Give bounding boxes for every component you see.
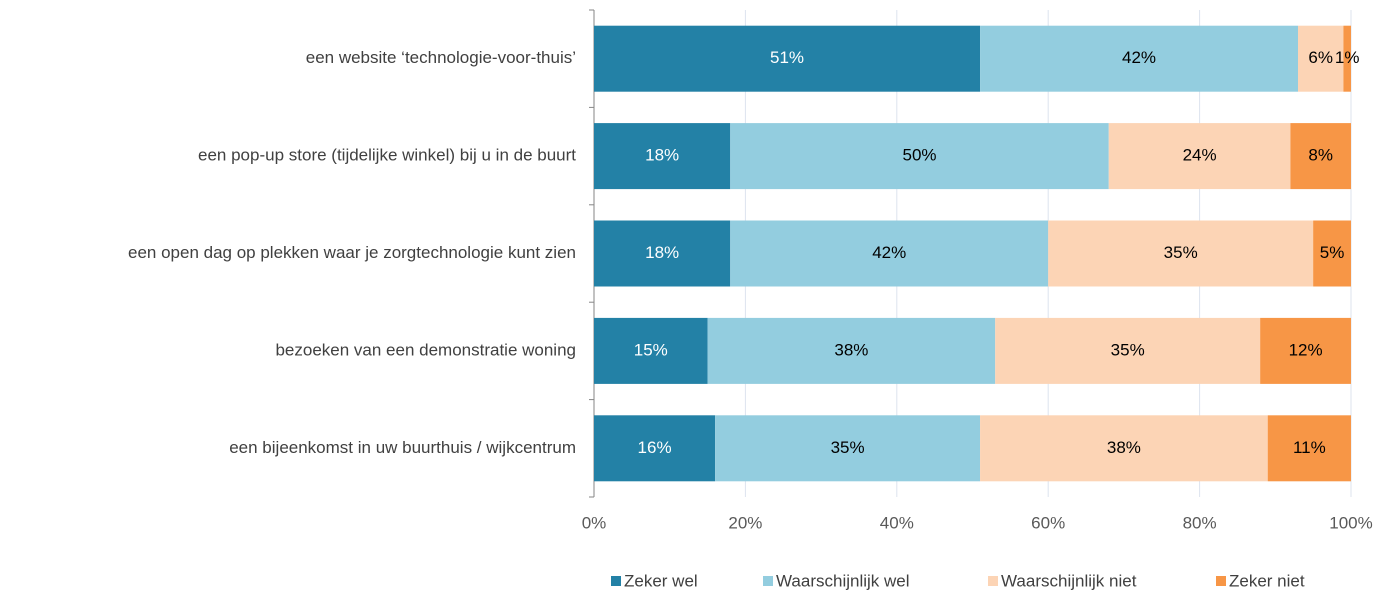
data-label: 11%: [1293, 438, 1326, 457]
bar-segment: [1313, 220, 1351, 287]
bar-segment: [1267, 415, 1351, 482]
bar-segment: [730, 123, 1109, 190]
bar-segment: [1290, 123, 1351, 190]
bar-segment: [730, 220, 1049, 287]
category-label: een website ‘technologie-voor-thuis’: [306, 48, 576, 67]
bar-segment: [715, 415, 981, 482]
data-label: 35%: [1164, 243, 1198, 262]
data-label: 51%: [770, 48, 804, 67]
x-tick-label: 40%: [880, 513, 914, 532]
data-label: 42%: [872, 243, 906, 262]
bar-segment: [1108, 123, 1291, 190]
legend-swatch: [1216, 576, 1226, 586]
bar-segment: [594, 317, 708, 384]
legend-label: Zeker niet: [1229, 571, 1305, 590]
bar-segment: [707, 317, 996, 384]
x-tick-label: 60%: [1031, 513, 1065, 532]
bar-segment: [1298, 25, 1344, 92]
legend-swatch: [611, 576, 621, 586]
data-label: 16%: [638, 438, 672, 457]
bar-segment: [594, 415, 716, 482]
category-label: een bijeenkomst in uw buurthuis / wijkce…: [229, 438, 576, 457]
x-tick-label: 80%: [1183, 513, 1217, 532]
data-label: 42%: [1122, 48, 1156, 67]
bar-segment: [1260, 317, 1351, 384]
data-label: 1%: [1335, 48, 1360, 67]
data-label: 12%: [1289, 340, 1323, 359]
x-tick-label: 20%: [728, 513, 762, 532]
data-label: 38%: [1107, 438, 1141, 457]
legend-label: Waarschijnlijk niet: [1001, 571, 1137, 590]
data-label: 50%: [902, 146, 936, 165]
legend-swatch: [988, 576, 998, 586]
bar-segment: [594, 123, 731, 190]
bar-segment: [594, 25, 981, 92]
data-label: 38%: [834, 340, 868, 359]
legend-label: Zeker wel: [624, 571, 698, 590]
bar-segment: [980, 415, 1268, 482]
bar-segment: [594, 220, 731, 287]
data-label: 15%: [634, 340, 668, 359]
bar-segment: [980, 25, 1299, 92]
data-label: 18%: [645, 146, 679, 165]
data-label: 6%: [1308, 48, 1333, 67]
data-label: 35%: [1111, 340, 1145, 359]
data-label: 24%: [1183, 146, 1217, 165]
bar-segment: [1343, 25, 1351, 92]
x-tick-label: 100%: [1329, 513, 1372, 532]
bar-segment: [995, 317, 1261, 384]
x-tick-label: 0%: [582, 513, 607, 532]
category-label: bezoeken van een demonstratie woning: [275, 340, 576, 359]
data-label: 35%: [831, 438, 865, 457]
data-label: 8%: [1308, 146, 1333, 165]
data-label: 18%: [645, 243, 679, 262]
category-label: een open dag op plekken waar je zorgtech…: [128, 243, 576, 262]
data-label: 5%: [1320, 243, 1345, 262]
legend-label: Waarschijnlijk wel: [776, 571, 910, 590]
category-label: een pop-up store (tijdelijke winkel) bij…: [198, 146, 576, 165]
bar-segment: [1048, 220, 1314, 287]
legend-swatch: [763, 576, 773, 586]
